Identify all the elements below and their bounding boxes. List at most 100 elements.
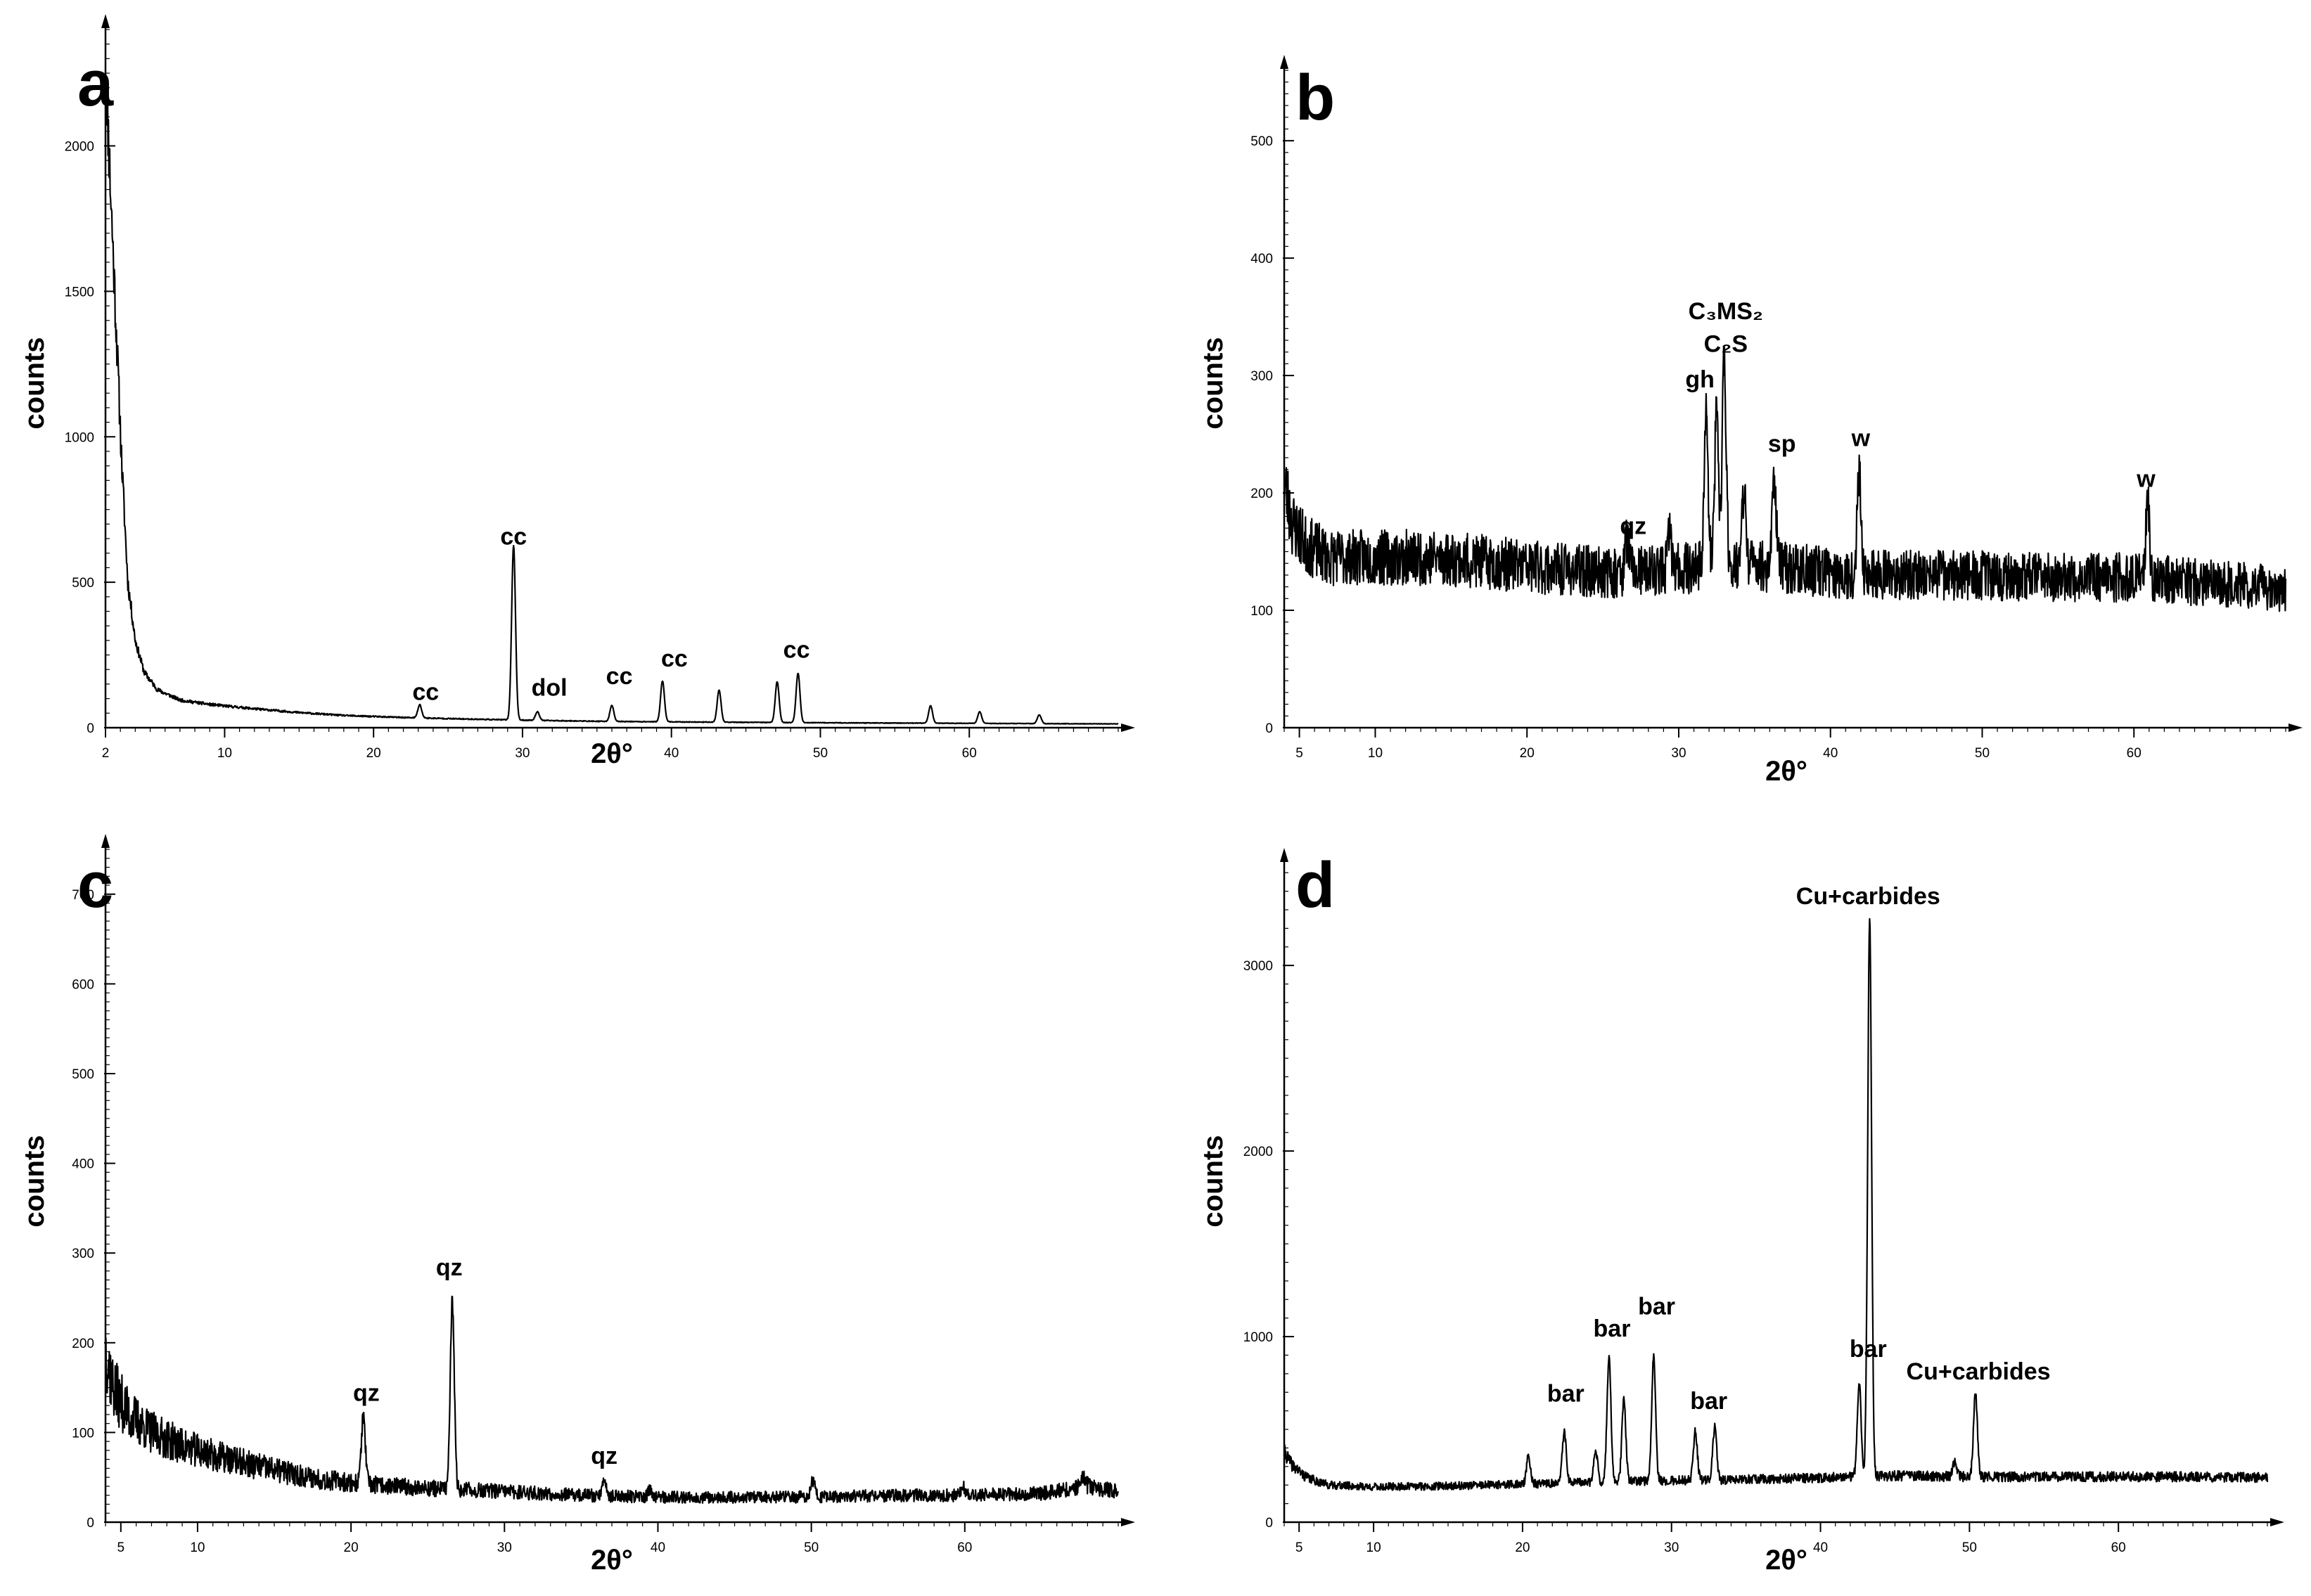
peak-label: qz (353, 1380, 380, 1407)
x-tick-label: 50 (1962, 1540, 1977, 1555)
x-tick-label: 10 (1368, 746, 1383, 761)
x-tick-label: 30 (1671, 746, 1686, 761)
y-axis-arrow (101, 14, 110, 28)
x-tick-label: 30 (515, 746, 530, 761)
peak-label: qz (1620, 513, 1646, 540)
y-tick-label: 2000 (1243, 1145, 1273, 1159)
peak-label: cc (783, 637, 810, 664)
panel-b: 0 100 200 300 400 500 5 10 20 30 40 50 60 counts 2θ° b q… (1198, 55, 2303, 787)
y-axis-title: counts (19, 1135, 50, 1227)
peak-label: w (2136, 466, 2156, 493)
y-tick-label: 0 (1265, 721, 1273, 736)
x-tick-label: 30 (1664, 1540, 1679, 1555)
y-axis-arrow (101, 834, 110, 848)
x-tick-label: 10 (190, 1540, 205, 1555)
y-tick-label: 0 (87, 721, 94, 736)
peak-label: C₃MS₂ (1689, 298, 1763, 325)
peak-label: qz (436, 1254, 463, 1281)
y-tick-label: 1000 (1243, 1330, 1273, 1345)
x-axis-title: 2θ° (591, 738, 633, 769)
diffraction-trace (104, 79, 1119, 725)
x-tick-label: 50 (1975, 746, 1990, 761)
x-tick-label: 30 (497, 1540, 512, 1555)
x-tick-label: 10 (217, 746, 232, 761)
y-tick-label: 0 (87, 1516, 94, 1531)
y-axis-arrow (1280, 55, 1288, 69)
y-tick-label: 1000 (65, 430, 94, 445)
panel-letter: c (77, 849, 113, 921)
panel-letter: b (1295, 62, 1335, 134)
x-tick-label: 5 (1295, 1540, 1303, 1555)
x-tick-label: 20 (344, 1540, 359, 1555)
peak-label: qz (591, 1443, 617, 1469)
x-tick-label: 5 (117, 1540, 125, 1555)
x-axis-title: 2θ° (591, 1545, 633, 1576)
peak-label: bar (1594, 1315, 1631, 1342)
panel-letter: d (1295, 849, 1335, 921)
y-tick-label: 200 (72, 1337, 94, 1351)
x-tick-label: 40 (1823, 746, 1838, 761)
x-axis-arrow (1121, 1518, 1135, 1526)
x-tick-label: 60 (957, 1540, 972, 1555)
y-tick-label: 200 (1250, 487, 1273, 501)
y-tick-label: 700 (72, 888, 94, 903)
peak-label: Cu+carbides (1796, 883, 1940, 910)
x-tick-label: 2 (102, 746, 110, 761)
x-axis-arrow (2270, 1518, 2284, 1526)
panel-c: 0 100 200 300 400 500 600 700 5 10 20 30 40 50 60 count… (19, 834, 1135, 1576)
y-tick-label: 100 (72, 1426, 94, 1441)
x-tick-label: 20 (1520, 746, 1535, 761)
x-tick-label: 20 (366, 746, 381, 761)
y-tick-label: 500 (72, 1067, 94, 1082)
x-tick-label: 40 (1813, 1540, 1828, 1555)
y-axis-title: counts (1198, 1135, 1229, 1227)
x-tick-label: 60 (2127, 746, 2142, 761)
x-tick-label: 60 (2111, 1540, 2126, 1555)
peak-label: sp (1768, 431, 1796, 458)
x-axis-arrow (2288, 723, 2303, 732)
y-tick-label: 300 (72, 1247, 94, 1261)
y-tick-label: 3000 (1243, 959, 1273, 974)
peak-label: bar (1690, 1388, 1727, 1415)
x-tick-label: 60 (962, 746, 977, 761)
peak-label: Cu+carbides (1907, 1358, 2051, 1385)
diffraction-trace (1283, 347, 2287, 612)
x-tick-label: 10 (1366, 1540, 1381, 1555)
y-tick-label: 500 (72, 576, 94, 591)
y-tick-label: 400 (1250, 252, 1273, 266)
y-tick-label: 1500 (65, 285, 94, 300)
peak-label: bar (1850, 1336, 1887, 1363)
y-tick-label: 0 (1265, 1516, 1273, 1531)
y-tick-label: 100 (1250, 604, 1273, 619)
y-axis-arrow (1280, 848, 1288, 862)
x-axis-title: 2θ° (1765, 1545, 1807, 1576)
y-tick-label: 300 (1250, 369, 1273, 384)
peak-label: bar (1547, 1380, 1585, 1407)
peak-label: bar (1638, 1293, 1675, 1320)
x-tick-label: 40 (664, 746, 679, 761)
peak-label: C₂S (1704, 331, 1748, 358)
y-tick-label: 400 (72, 1157, 94, 1172)
peak-label: cc (500, 523, 527, 550)
diffraction-trace (104, 1295, 1120, 1504)
peak-label: gh (1685, 366, 1715, 393)
y-tick-label: 500 (1250, 134, 1273, 149)
x-tick-label: 40 (651, 1540, 665, 1555)
diffraction-trace (1283, 918, 2269, 1491)
x-axis-arrow (1121, 723, 1135, 732)
peak-label: cc (412, 679, 439, 706)
y-tick-label: 600 (72, 977, 94, 992)
x-tick-label: 50 (813, 746, 828, 761)
peak-label: cc (606, 663, 633, 690)
x-tick-label: 5 (1295, 746, 1303, 761)
y-axis-title: counts (1198, 337, 1229, 429)
peak-label: dol (532, 674, 568, 701)
x-tick-label: 50 (804, 1540, 819, 1555)
y-tick-label: 2000 (65, 140, 94, 155)
y-axis-title: counts (19, 337, 50, 429)
peak-label: w (1851, 425, 1871, 451)
x-tick-label: 20 (1515, 1540, 1530, 1555)
